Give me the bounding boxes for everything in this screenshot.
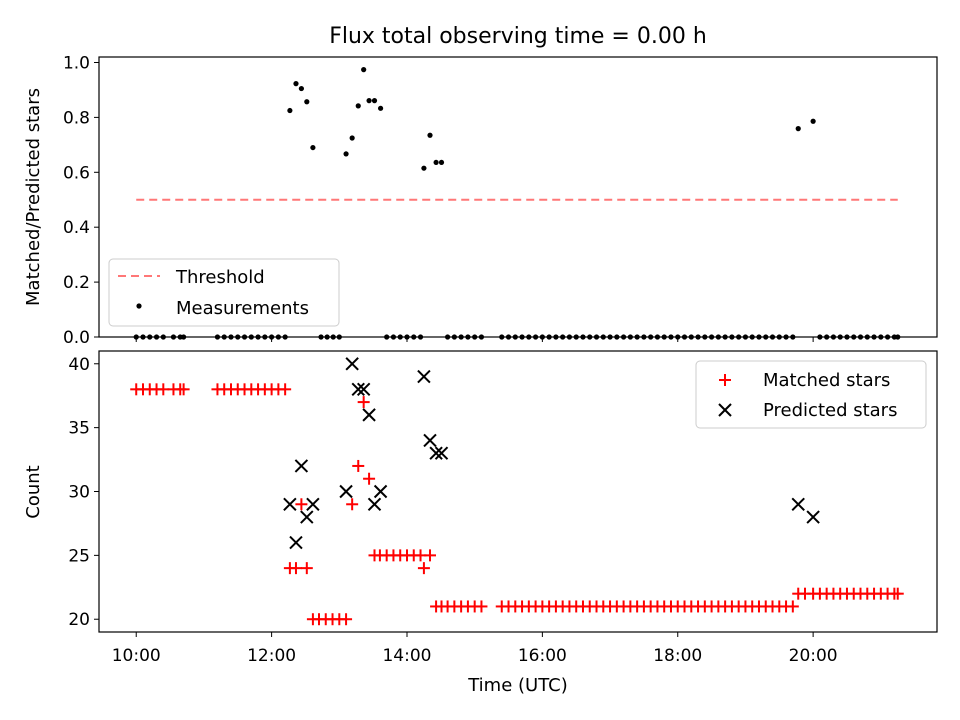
measurement-point	[298, 85, 304, 92]
count-y-tick-label: 40	[68, 355, 90, 375]
predicted-star-point	[351, 382, 365, 397]
predicted-legend-label: Predicted stars	[763, 400, 897, 421]
predicted-star-point	[289, 535, 303, 550]
measurement-point	[377, 105, 384, 111]
count-y-tick-label: 25	[68, 546, 90, 566]
predicted-star-point	[283, 497, 297, 511]
measurement-point	[421, 165, 427, 171]
ratio-y-tick-label: 1.0	[63, 53, 90, 73]
measurement-point	[355, 103, 361, 109]
figure-title: Flux total observing time = 0.00 h	[329, 24, 707, 49]
count-x-axis-label: Time (UTC)	[467, 675, 568, 696]
count-x-tick-label: 14:00	[382, 646, 431, 666]
ratio-legend-box	[108, 258, 340, 327]
matched-legend-swatch	[719, 374, 731, 386]
count-y-tick-label: 30	[68, 483, 90, 503]
ratio-y-tick-label: 0.6	[63, 163, 90, 183]
measurement-point	[287, 107, 293, 114]
matched-star-point	[300, 562, 313, 575]
matched-star-point	[475, 600, 488, 613]
measurements-legend-swatch	[136, 303, 142, 309]
matched-star-point	[352, 459, 365, 472]
measurement-point	[310, 144, 316, 151]
measurement-point	[438, 159, 445, 166]
count-x-tick-label: 10:00	[112, 646, 161, 666]
measurement-point	[361, 67, 367, 73]
count-y-tick-label: 35	[68, 419, 90, 439]
measurement-point	[427, 132, 433, 138]
measurement-point	[795, 126, 801, 132]
predicted-star-point	[300, 510, 314, 524]
measurement-point	[293, 81, 299, 87]
predicted-star-point	[434, 446, 449, 460]
predicted-star-point	[294, 459, 309, 473]
threshold-legend-label: Threshold	[175, 267, 265, 288]
predicted-star-point	[339, 484, 353, 499]
predicted-star-point	[806, 510, 820, 524]
measurements-legend-label: Measurements	[176, 298, 309, 319]
matched-star-point	[357, 396, 370, 409]
count-x-tick-label: 18:00	[653, 646, 702, 666]
measurement-point	[433, 159, 439, 166]
measurement-point	[349, 135, 355, 141]
predicted-star-point	[373, 484, 388, 499]
matched-star-point	[295, 498, 308, 511]
predicted-star-point	[362, 408, 376, 422]
predicted-star-point	[791, 497, 805, 511]
matched-star-point	[177, 383, 190, 396]
predicted-star-point	[306, 497, 320, 511]
ratio-y-axis-label: Matched/Predicted stars	[23, 88, 44, 306]
ratio-y-tick-label: 0.0	[63, 328, 90, 348]
ratio-y-tick-label: 0.4	[63, 218, 90, 238]
ratio-y-tick-label: 0.8	[63, 108, 90, 128]
matched-star-point	[279, 383, 292, 396]
matched-star-point	[346, 498, 359, 511]
predicted-star-point	[423, 433, 437, 448]
measurement-point	[371, 98, 378, 104]
predicted-star-point	[429, 446, 443, 460]
measurement-point	[810, 118, 816, 124]
matched-legend-label: Matched stars	[763, 370, 890, 391]
matched-star-point	[891, 587, 904, 600]
ratio-panel: 0.0 0.2 0.4 0.6 0.8 1.0 Matched/Predicted sta…	[23, 53, 938, 348]
count-panel: 20 25 30 35 40 10:00 12:00 14:00 16:00 18:00 20:0…	[23, 350, 938, 696]
count-legend-box	[695, 360, 927, 429]
measurement-point	[343, 151, 349, 157]
predicted-star-point	[356, 382, 371, 397]
count-x-tick-label: 16:00	[518, 646, 567, 666]
matched-star-point	[340, 613, 353, 626]
matched-star-point	[424, 549, 437, 562]
count-x-tick-label: 20:00	[789, 646, 838, 666]
count-y-axis-label: Count	[23, 465, 44, 518]
matched-star-point	[417, 562, 430, 575]
measurement-point	[366, 98, 372, 104]
matched-star-point	[363, 472, 376, 485]
predicted-star-point	[367, 497, 382, 511]
ratio-plot-frame	[98, 56, 938, 338]
measurement-point	[304, 99, 310, 105]
matched-star-point	[157, 383, 170, 396]
predicted-legend-swatch	[718, 403, 732, 417]
matched-star-point	[786, 600, 799, 613]
ratio-legend: Threshold Measurements	[108, 258, 340, 327]
predicted-star-point	[417, 369, 431, 384]
predicted-star-point	[345, 357, 359, 371]
count-legend: Matched stars Predicted stars	[695, 360, 927, 429]
count-x-tick-label: 12:00	[247, 646, 296, 666]
matched-star-point	[289, 562, 302, 575]
ratio-y-tick-label: 0.2	[63, 273, 90, 293]
count-y-tick-label: 20	[68, 610, 90, 630]
